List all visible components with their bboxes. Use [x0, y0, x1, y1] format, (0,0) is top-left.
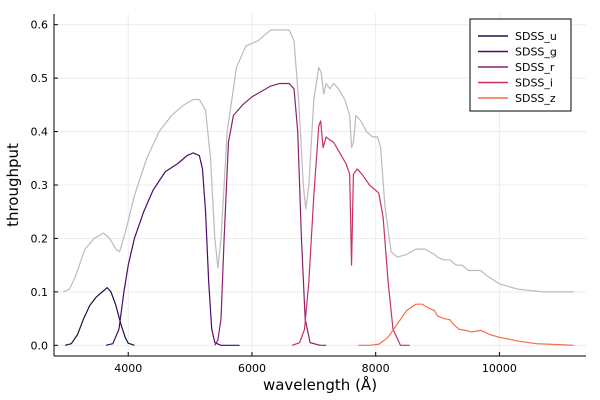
series-line-sdss-u [64, 287, 135, 346]
series-line-sdss-g [105, 152, 240, 346]
legend-label: SDSS_g [515, 46, 557, 59]
legend-label: SDSS_r [515, 61, 555, 74]
chart-ticks: 4000 6000 8000 10000 0.0 0.1 0.2 0.3 0.4 0.5 0.6 [31, 19, 517, 375]
y-axis-title: throughput [4, 143, 22, 227]
series-line-sdss-z [358, 303, 574, 346]
y-tick-label: 0.4 [31, 126, 49, 139]
y-tick-label: 0.2 [31, 232, 49, 245]
x-tick-label: 8000 [362, 362, 390, 375]
series-line-sdss-i [291, 120, 410, 346]
total-throughput-line [63, 29, 574, 293]
y-tick-label: 0.5 [31, 72, 49, 85]
legend-label: SDSS_i [515, 77, 553, 90]
x-tick-label: 6000 [238, 362, 266, 375]
legend-label: SDSS_z [515, 92, 556, 105]
x-tick-label: 10000 [482, 362, 517, 375]
legend-box [469, 18, 572, 112]
y-tick-label: 0.0 [31, 339, 49, 352]
x-tick-label: 4000 [114, 362, 142, 375]
chart-curves [63, 29, 574, 346]
series-line-sdss-r [214, 82, 327, 346]
legend-label: SDSS_u [515, 30, 557, 43]
chart-legend: SDSS_u SDSS_g SDSS_r SDSS_i SDSS_z [469, 18, 572, 112]
y-tick-label: 0.3 [31, 179, 49, 192]
y-tick-label: 0.1 [31, 286, 49, 299]
y-tick-label: 0.6 [31, 19, 49, 32]
x-axis-title: wavelength (Å) [263, 375, 377, 394]
